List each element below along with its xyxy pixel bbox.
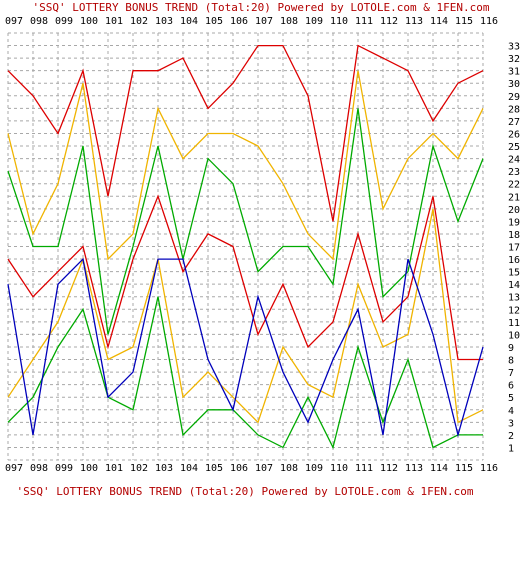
x-tick-bottom-109: 109 bbox=[305, 463, 323, 474]
x-tick-bottom-101: 101 bbox=[105, 463, 123, 474]
x-tick-bottom-098: 098 bbox=[30, 463, 48, 474]
series-line-7 bbox=[7, 257, 484, 438]
y-tick-11: 11 bbox=[508, 318, 520, 329]
x-tick-bottom-105: 105 bbox=[205, 463, 223, 474]
y-tick-28: 28 bbox=[508, 104, 520, 115]
y-tick-18: 18 bbox=[508, 230, 520, 241]
x-tick-bottom-106: 106 bbox=[230, 463, 248, 474]
x-tick-top-115: 115 bbox=[455, 16, 473, 27]
y-tick-13: 13 bbox=[508, 293, 520, 304]
x-tick-top-111: 111 bbox=[355, 16, 373, 27]
y-tick-23: 23 bbox=[508, 167, 520, 178]
chart-footer: 'SSQ' LOTTERY BONUS TREND (Total:20) Pow… bbox=[17, 485, 474, 498]
x-tick-bottom-114: 114 bbox=[430, 463, 448, 474]
x-tick-bottom-115: 115 bbox=[455, 463, 473, 474]
x-tick-bottom-102: 102 bbox=[130, 463, 148, 474]
x-tick-bottom-104: 104 bbox=[180, 463, 198, 474]
series-line-5 bbox=[7, 208, 484, 424]
series-line-4 bbox=[7, 194, 483, 361]
y-tick-33: 33 bbox=[508, 42, 520, 53]
y-tick-31: 31 bbox=[508, 67, 520, 78]
x-tick-top-105: 105 bbox=[205, 16, 223, 27]
y-tick-22: 22 bbox=[508, 180, 520, 191]
y-tick-16: 16 bbox=[508, 255, 520, 266]
x-tick-top-097: 097 bbox=[5, 16, 23, 27]
x-tick-bottom-097: 097 bbox=[5, 463, 23, 474]
y-tick-5: 5 bbox=[508, 393, 514, 404]
chart-title: 'SSQ' LOTTERY BONUS TREND (Total:20) Pow… bbox=[33, 1, 490, 14]
y-tick-2: 2 bbox=[508, 431, 514, 442]
x-tick-top-109: 109 bbox=[305, 16, 323, 27]
y-tick-29: 29 bbox=[508, 92, 520, 103]
x-tick-bottom-113: 113 bbox=[405, 463, 423, 474]
x-tick-top-116: 116 bbox=[480, 16, 498, 27]
x-tick-top-098: 098 bbox=[30, 16, 48, 27]
y-tick-24: 24 bbox=[508, 155, 520, 166]
x-tick-labels-bottom: 097 098 099 100 101 102 103 104 105 106 107 108 109 1… bbox=[5, 463, 498, 474]
x-tick-bottom-100: 100 bbox=[80, 463, 98, 474]
y-tick-7: 7 bbox=[508, 368, 514, 379]
x-tick-labels-top: 097 098 099 100 101 102 103 104 105 106 107 108 109 1… bbox=[5, 16, 498, 27]
x-tick-top-107: 107 bbox=[255, 16, 273, 27]
y-tick-9: 9 bbox=[508, 343, 514, 354]
y-tick-17: 17 bbox=[508, 243, 520, 254]
y-tick-14: 14 bbox=[508, 280, 520, 291]
y-tick-20: 20 bbox=[508, 205, 520, 216]
y-tick-32: 32 bbox=[508, 54, 520, 65]
x-tick-bottom-116: 116 bbox=[480, 463, 498, 474]
x-tick-bottom-112: 112 bbox=[380, 463, 398, 474]
x-tick-top-106: 106 bbox=[230, 16, 248, 27]
x-tick-top-108: 108 bbox=[280, 16, 298, 27]
x-tick-bottom-110: 110 bbox=[330, 463, 348, 474]
y-tick-10: 10 bbox=[508, 330, 520, 341]
y-tick-26: 26 bbox=[508, 129, 520, 140]
x-tick-top-100: 100 bbox=[80, 16, 98, 27]
series-line-1 bbox=[7, 44, 484, 222]
y-tick-12: 12 bbox=[508, 305, 520, 316]
y-tick-21: 21 bbox=[508, 192, 520, 203]
y-tick-15: 15 bbox=[508, 268, 520, 279]
y-tick-4: 4 bbox=[508, 406, 514, 417]
x-tick-top-114: 114 bbox=[430, 16, 448, 27]
x-tick-top-113: 113 bbox=[405, 16, 423, 27]
series-line-3 bbox=[7, 108, 484, 335]
y-tick-8: 8 bbox=[508, 356, 514, 367]
y-tick-30: 30 bbox=[508, 79, 520, 90]
x-tick-top-101: 101 bbox=[105, 16, 123, 27]
x-tick-bottom-103: 103 bbox=[155, 463, 173, 474]
x-tick-top-104: 104 bbox=[180, 16, 198, 27]
series-line-6 bbox=[7, 296, 483, 450]
y-tick-1: 1 bbox=[508, 443, 514, 454]
series-line-2 bbox=[7, 70, 484, 261]
y-tick-6: 6 bbox=[508, 381, 514, 392]
x-tick-top-103: 103 bbox=[155, 16, 173, 27]
x-tick-top-099: 099 bbox=[55, 16, 73, 27]
x-tick-top-110: 110 bbox=[330, 16, 348, 27]
y-tick-25: 25 bbox=[508, 142, 520, 153]
x-tick-top-112: 112 bbox=[380, 16, 398, 27]
y-tick-27: 27 bbox=[508, 117, 520, 128]
y-tick-labels: 1234567891011121314151617181920212223242… bbox=[508, 42, 520, 455]
x-tick-bottom-108: 108 bbox=[280, 463, 298, 474]
y-tick-3: 3 bbox=[508, 418, 514, 429]
x-tick-bottom-107: 107 bbox=[255, 463, 273, 474]
y-tick-19: 19 bbox=[508, 217, 520, 228]
x-tick-bottom-099: 099 bbox=[55, 463, 73, 474]
x-tick-top-102: 102 bbox=[130, 16, 148, 27]
series-lines bbox=[7, 44, 484, 450]
x-tick-bottom-111: 111 bbox=[355, 463, 373, 474]
